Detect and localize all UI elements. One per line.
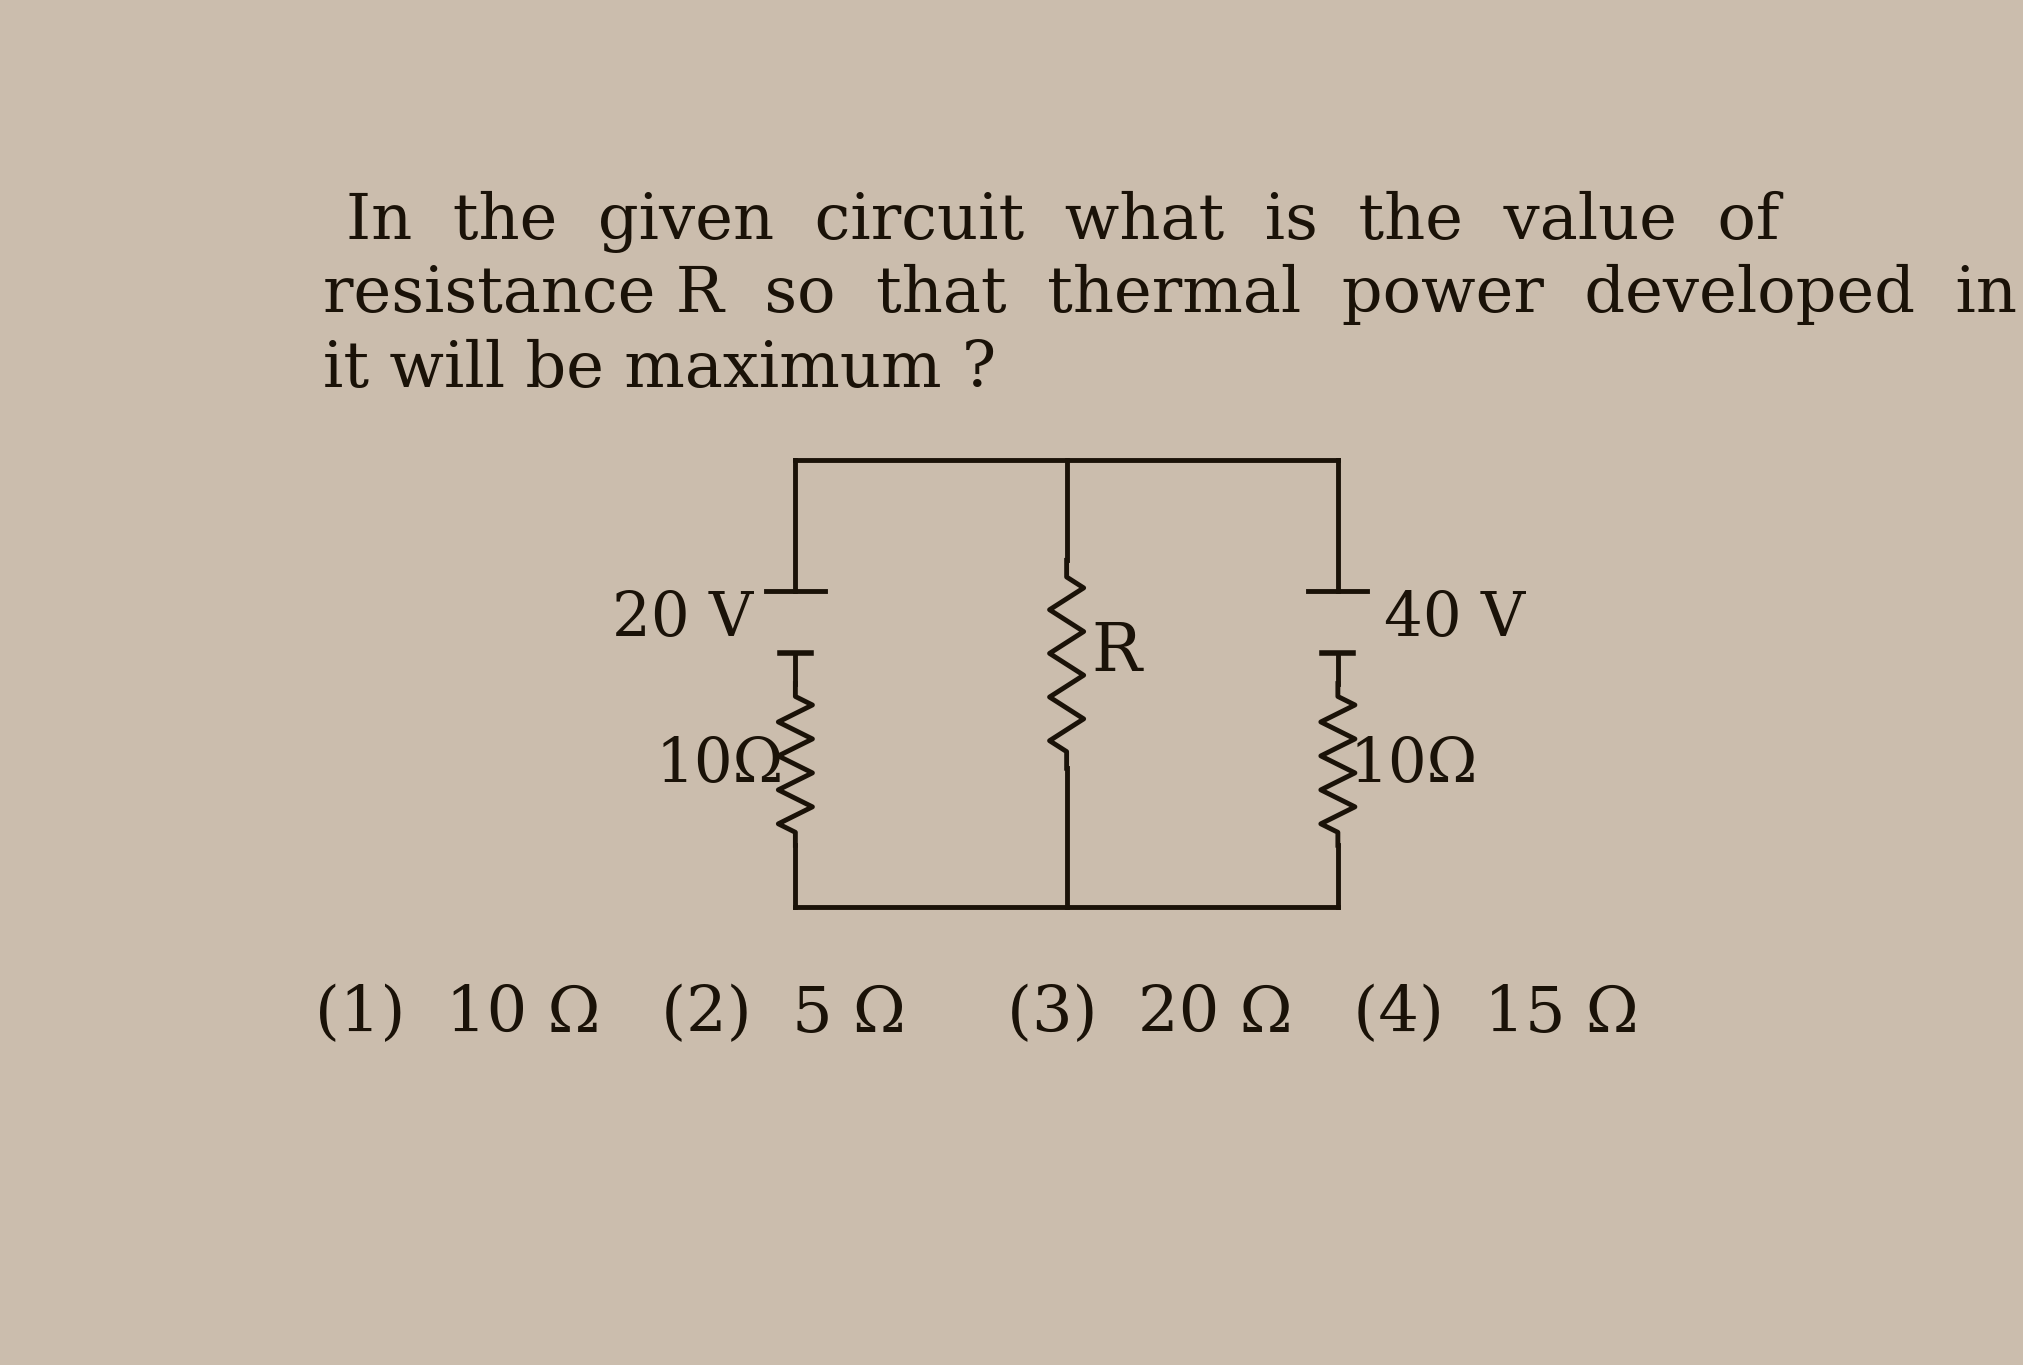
Text: resistance R  so  that  thermal  power  developed  in: resistance R so that thermal power devel… xyxy=(322,263,2017,325)
Text: 20 V: 20 V xyxy=(611,588,753,648)
Text: (1)  10 Ω   (2)  5 Ω     (3)  20 Ω   (4)  15 Ω: (1) 10 Ω (2) 5 Ω (3) 20 Ω (4) 15 Ω xyxy=(316,984,1639,1046)
Text: it will be maximum ?: it will be maximum ? xyxy=(322,339,995,400)
Text: 10Ω: 10Ω xyxy=(655,734,783,794)
Text: 10Ω: 10Ω xyxy=(1349,734,1477,794)
Text: 40 V: 40 V xyxy=(1384,588,1525,648)
Text: R: R xyxy=(1092,620,1141,685)
Text: In  the  given  circuit  what  is  the  value  of: In the given circuit what is the value o… xyxy=(346,191,1780,253)
